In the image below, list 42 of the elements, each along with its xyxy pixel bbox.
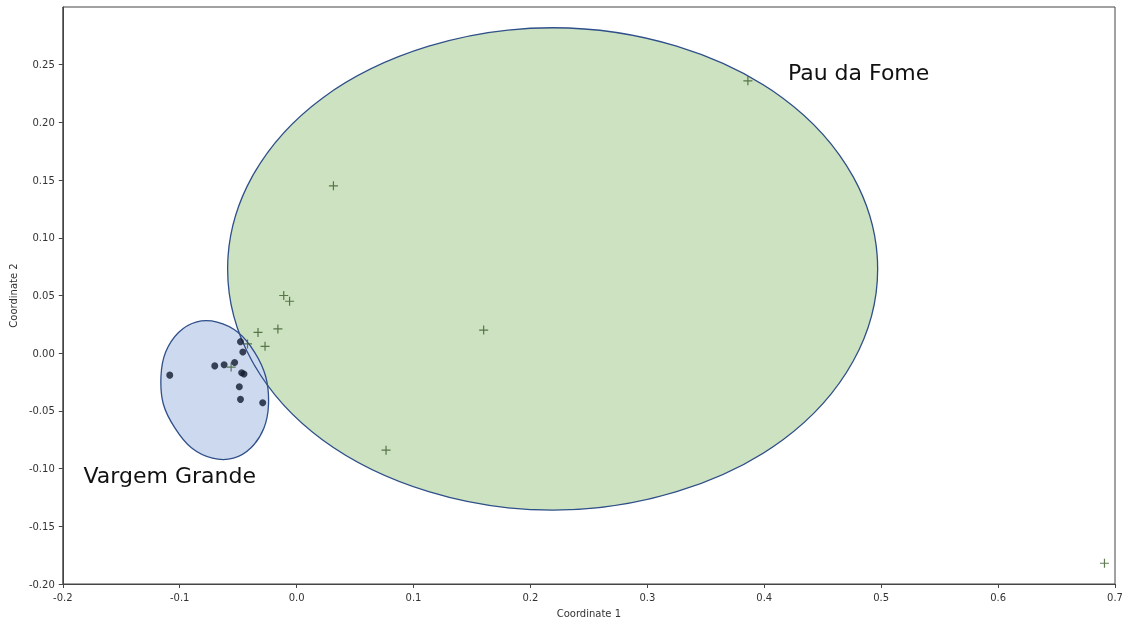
y-tick-label: 0.05 [32,290,55,301]
y-tick-label: -0.20 [28,578,55,590]
y-tick-label: 0.15 [32,174,55,186]
point [226,361,237,373]
point [259,399,267,407]
series-label: Pau da Fome [787,60,930,86]
y-tick-label: 0.10 [32,232,55,244]
point [742,75,753,86]
y-tick-label: -0.15 [28,520,55,532]
x-tick-label: 0.3 [639,591,656,603]
point [211,362,219,370]
y-tick-label: 0.00 [32,347,55,359]
point [166,371,174,379]
x-axis-title: Coordinate 1 [556,607,622,619]
point [220,361,228,369]
text: Vargem Grande [83,463,256,489]
x-tick-label: 0.1 [405,591,422,603]
y-tick-label: 0.25 [32,59,55,71]
point [380,445,392,456]
y-tick-label: -0.05 [28,405,55,417]
x-tick-label: 0.2 [522,591,539,603]
point [252,327,264,338]
x-tick-label: 0.7 [1107,591,1123,603]
point [236,395,244,403]
point [239,348,247,356]
point [242,338,253,350]
point [328,180,339,191]
x-tick-label: 0.5 [873,591,890,603]
point [231,358,239,366]
y-tick-label: -0.10 [28,463,55,475]
point [272,323,283,335]
point [236,338,244,346]
y-tick-label: 0.20 [32,116,55,128]
y-axis-title: Coordinate 2 [7,263,19,328]
x-tick-label: 0.0 [288,591,305,603]
x-tick-label: -0.2 [53,591,73,603]
x-tick-label: -0.1 [169,591,190,603]
point [478,325,489,336]
x-tick-label: 0.4 [756,591,773,603]
x-tick-label: 0.6 [990,591,1007,603]
point [259,341,271,352]
point [235,383,243,391]
